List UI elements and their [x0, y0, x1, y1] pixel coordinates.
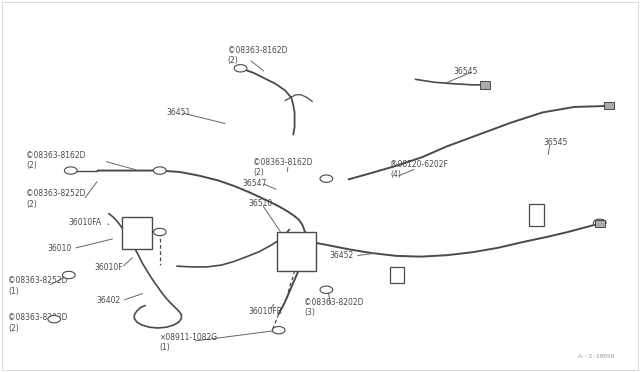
Text: 36010FA: 36010FA [69, 218, 102, 227]
Text: 36451: 36451 [166, 108, 190, 117]
FancyBboxPatch shape [276, 232, 316, 271]
Text: ©08363-8202D
(2): ©08363-8202D (2) [8, 313, 68, 333]
Text: 36452: 36452 [330, 251, 354, 260]
FancyBboxPatch shape [480, 81, 490, 89]
Text: ©08363-8252D
(1): ©08363-8252D (1) [8, 276, 68, 296]
Text: ©08363-8252D
(2): ©08363-8252D (2) [26, 189, 86, 209]
Text: ©08363-8162D
(2): ©08363-8162D (2) [26, 151, 86, 170]
Text: 36547: 36547 [243, 179, 267, 187]
Text: 36402: 36402 [96, 296, 120, 305]
Circle shape [154, 167, 166, 174]
Text: 36010F: 36010F [94, 263, 123, 272]
Circle shape [154, 228, 166, 235]
Circle shape [63, 271, 76, 279]
FancyBboxPatch shape [390, 267, 404, 283]
Text: ©08363-8202D
(3): ©08363-8202D (3) [304, 298, 364, 317]
Text: ®08120-6202F
(4): ®08120-6202F (4) [390, 160, 448, 179]
Text: ©08363-8162D
(2): ©08363-8162D (2) [228, 46, 287, 65]
Text: 36545: 36545 [544, 138, 568, 147]
Circle shape [48, 315, 61, 323]
FancyBboxPatch shape [595, 220, 605, 227]
Circle shape [593, 219, 606, 227]
Text: A··3·10050: A··3·10050 [578, 354, 616, 359]
Circle shape [272, 327, 285, 334]
FancyBboxPatch shape [122, 217, 152, 248]
FancyBboxPatch shape [604, 102, 614, 109]
Circle shape [320, 286, 333, 294]
Text: ×08911-1082G
(1): ×08911-1082G (1) [160, 333, 218, 352]
Text: 36510: 36510 [249, 199, 273, 208]
Text: 36010: 36010 [48, 244, 72, 253]
Circle shape [65, 167, 77, 174]
FancyBboxPatch shape [529, 203, 545, 227]
Circle shape [320, 175, 333, 182]
Text: 36010FB: 36010FB [249, 307, 282, 315]
Text: 36545: 36545 [454, 67, 478, 76]
Text: ©08363-8162D
(2): ©08363-8162D (2) [253, 158, 313, 177]
Circle shape [234, 65, 247, 72]
